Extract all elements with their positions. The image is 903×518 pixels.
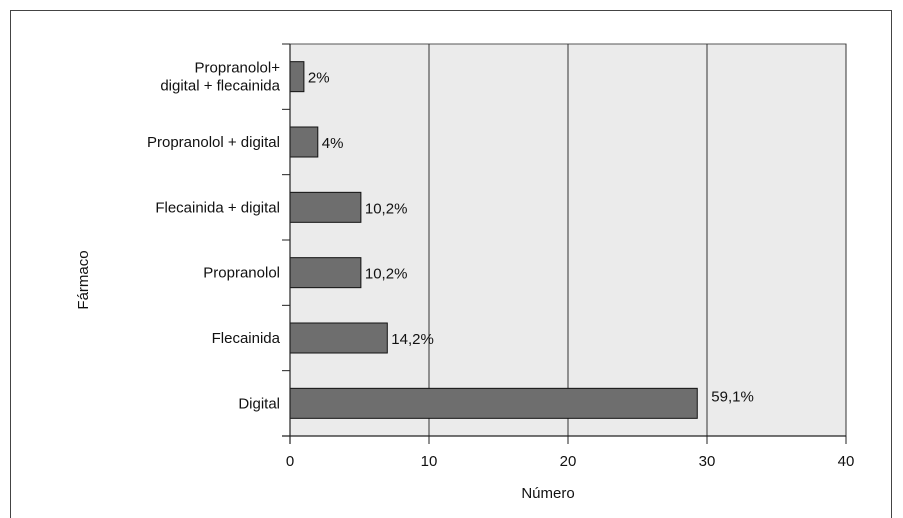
- data-label-1: 4%: [322, 135, 344, 152]
- data-labels: 2% 4% 10,2% 10,2% 14,2% 59,1%: [308, 70, 754, 406]
- bar-0: [289, 61, 305, 93]
- x-tick-labels: 0 10 20 30 40: [286, 453, 855, 470]
- data-label-5: 59,1%: [711, 388, 754, 405]
- x-tick-label-30: 30: [699, 453, 716, 470]
- y-axis-label: Fármaco: [75, 250, 92, 309]
- data-label-3: 10,2%: [365, 266, 408, 283]
- bar-5: [289, 387, 698, 419]
- bar-2: [289, 191, 362, 223]
- category-label-0: Propranolol+ digital + flecainida: [160, 60, 280, 95]
- category-label-5: Digital: [238, 395, 280, 412]
- bar-4: [289, 322, 388, 354]
- category-label-1: Propranolol + digital: [147, 134, 280, 151]
- x-tick-label-10: 10: [421, 453, 438, 470]
- data-label-0: 2%: [308, 70, 330, 87]
- bars: [289, 61, 698, 419]
- x-axis-label: Número: [521, 485, 574, 502]
- category-label-2: Flecainida + digital: [155, 199, 280, 216]
- category-label-4: Flecainida: [212, 330, 281, 347]
- chart-frame: [10, 10, 892, 518]
- bar-3: [289, 257, 362, 289]
- x-tick-label-20: 20: [560, 453, 577, 470]
- axes: [282, 43, 847, 444]
- gridlines: [428, 44, 847, 436]
- bar-1: [289, 126, 319, 158]
- data-label-2: 10,2%: [365, 200, 408, 217]
- data-label-4: 14,2%: [391, 331, 434, 348]
- category-label-3: Propranolol: [203, 265, 280, 282]
- category-labels: Propranolol+ digital + flecainida Proprano…: [147, 60, 281, 413]
- x-tick-label-0: 0: [286, 453, 294, 470]
- x-tick-label-40: 40: [838, 453, 855, 470]
